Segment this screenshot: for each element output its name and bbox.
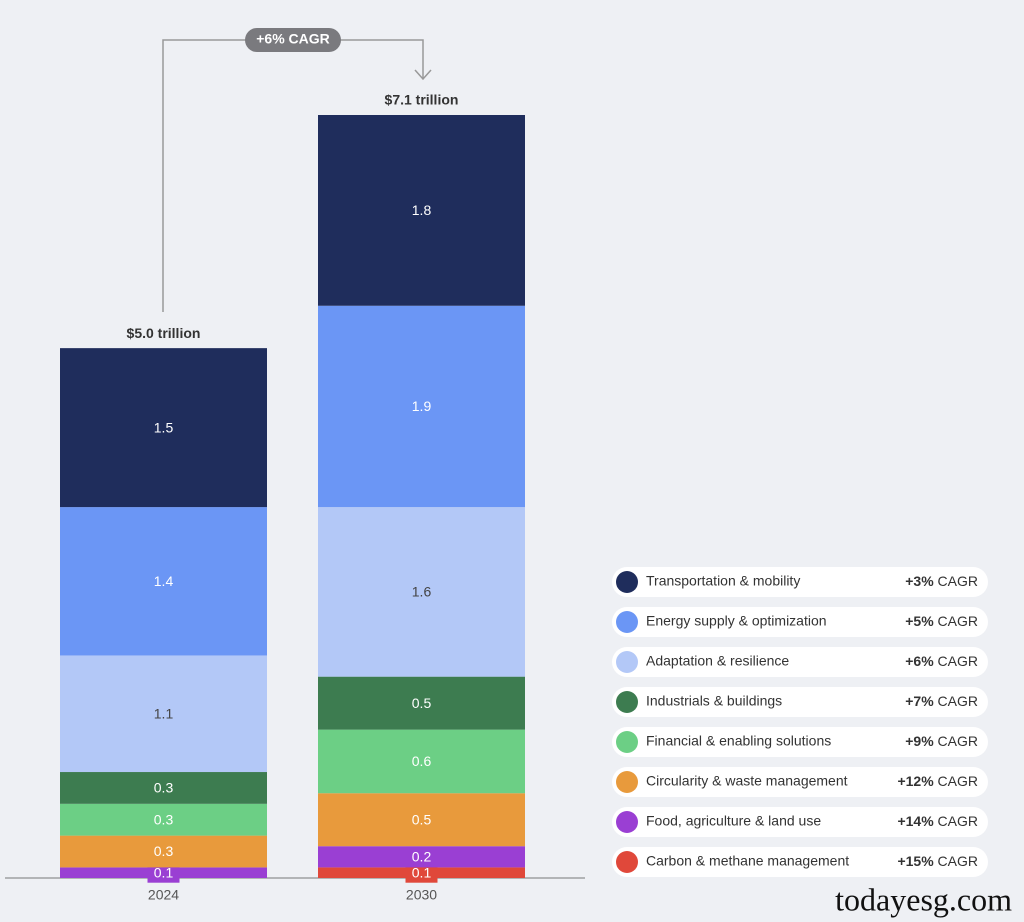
legend-pill — [612, 847, 988, 877]
legend-label: Food, agriculture & land use — [646, 813, 821, 829]
legend-cagr: +3% CAGR — [905, 573, 978, 589]
legend-cagr: +15% CAGR — [897, 853, 978, 869]
label-bg — [405, 846, 438, 867]
legend-cagr: +14% CAGR — [897, 813, 978, 829]
watermark: todayesg.com — [835, 881, 1012, 917]
legend-pill — [612, 567, 988, 597]
bar-segment — [318, 729, 525, 794]
legend-label: Energy supply & optimization — [646, 613, 827, 629]
legend-label: Circularity & waste management — [646, 773, 848, 789]
bar-segment — [318, 305, 525, 508]
legend-cagr-value: +9% — [905, 733, 934, 749]
legend-cagr-label: CAGR — [938, 773, 978, 789]
bar-segment — [60, 507, 267, 656]
label-bg — [405, 862, 438, 883]
legend-cagr-label: CAGR — [938, 613, 978, 629]
bar-segment — [60, 835, 267, 868]
legend-swatch — [616, 651, 638, 673]
legend-pill — [612, 647, 988, 677]
legend-swatch — [616, 811, 638, 833]
segment-label: 1.9 — [412, 398, 432, 414]
legend-swatch — [616, 851, 638, 873]
segment-label: 1.6 — [412, 584, 432, 600]
legend-swatch — [616, 571, 638, 593]
legend-cagr-value: +12% — [897, 773, 934, 789]
legend-cagr-value: +3% — [905, 573, 934, 589]
segment-label: 0.6 — [412, 753, 432, 769]
legend-cagr-value: +14% — [897, 813, 934, 829]
segment-label: 1.5 — [154, 419, 174, 435]
legend-cagr: +9% CAGR — [905, 733, 978, 749]
bar-segment — [60, 803, 267, 836]
x-tick-label: 2024 — [148, 887, 179, 903]
annotation-pill — [245, 28, 341, 52]
legend-cagr: +12% CAGR — [897, 773, 978, 789]
legend-cagr: +5% CAGR — [905, 613, 978, 629]
segment-label: 0.5 — [412, 695, 432, 711]
segment-label: 1.4 — [154, 573, 174, 589]
legend-label: Industrials & buildings — [646, 693, 782, 709]
legend-cagr-value: +6% — [905, 653, 934, 669]
legend-cagr: +6% CAGR — [905, 653, 978, 669]
total-label: $5.0 trillion — [127, 325, 201, 341]
segment-label: 0.3 — [154, 843, 174, 859]
legend-cagr-value: +5% — [905, 613, 934, 629]
legend-label: Adaptation & resilience — [646, 653, 789, 669]
legend-label: Transportation & mobility — [646, 573, 800, 589]
bar-segment — [318, 115, 525, 306]
legend-pill — [612, 807, 988, 837]
legend-pill — [612, 767, 988, 797]
segment-label: 0.3 — [154, 780, 174, 796]
legend-swatch — [616, 611, 638, 633]
legend-pill — [612, 727, 988, 757]
bar-segment — [60, 772, 267, 804]
segment-label: 0.3 — [154, 811, 174, 827]
legend-swatch — [616, 691, 638, 713]
legend-cagr-label: CAGR — [938, 853, 978, 869]
legend-swatch — [616, 771, 638, 793]
segment-label: 0.1 — [412, 864, 432, 880]
bar-segment — [318, 507, 525, 677]
legend-label: Carbon & methane management — [646, 853, 849, 869]
segment-label: 0.1 — [154, 864, 174, 880]
legend-cagr-label: CAGR — [938, 693, 978, 709]
total-label: $7.1 trillion — [385, 92, 459, 108]
bar-segment — [318, 793, 525, 847]
legend-swatch — [616, 731, 638, 753]
x-tick-label: 2030 — [406, 887, 437, 903]
legend-cagr-label: CAGR — [938, 813, 978, 829]
legend-cagr: +7% CAGR — [905, 693, 978, 709]
bar-segment — [318, 676, 525, 730]
legend-cagr-value: +15% — [897, 853, 934, 869]
legend-cagr-label: CAGR — [938, 573, 978, 589]
segment-label: 0.2 — [412, 849, 432, 865]
segment-label: 1.1 — [154, 705, 174, 721]
segment-label: 0.5 — [412, 811, 432, 827]
label-bg — [147, 862, 180, 883]
legend-cagr-value: +7% — [905, 693, 934, 709]
legend-cagr-label: CAGR — [938, 733, 978, 749]
bar-segment — [60, 348, 267, 508]
legend-cagr-label: CAGR — [938, 653, 978, 669]
segment-label: 1.8 — [412, 202, 432, 218]
arrow-head — [414, 69, 432, 81]
legend-pill — [612, 607, 988, 637]
annotation: +6% CAGR — [256, 31, 330, 47]
legend-label: Financial & enabling solutions — [646, 733, 831, 749]
legend-pill — [612, 687, 988, 717]
bar-segment — [60, 655, 267, 773]
